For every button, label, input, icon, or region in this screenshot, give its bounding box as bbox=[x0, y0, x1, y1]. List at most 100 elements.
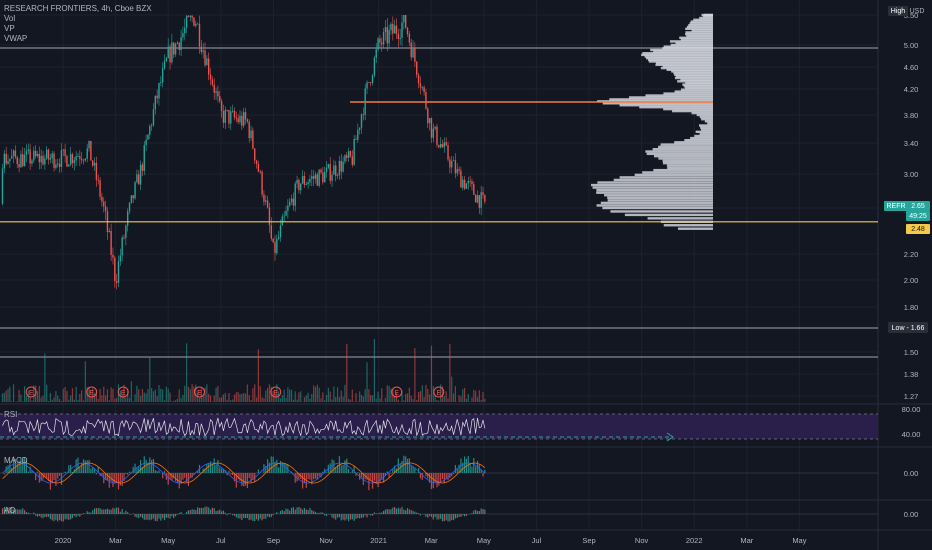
volume-profile-bar bbox=[674, 73, 713, 76]
arrow-head-icon bbox=[666, 432, 674, 442]
candle-body bbox=[456, 169, 458, 174]
volume-bar bbox=[360, 394, 363, 402]
ao-bar bbox=[70, 514, 72, 520]
candle-body bbox=[331, 174, 333, 181]
volume-bar bbox=[29, 396, 31, 402]
macd-tick-label: 0.00 bbox=[904, 469, 919, 478]
ao-bar bbox=[480, 508, 482, 514]
volume-bar bbox=[382, 401, 385, 402]
volume-bar bbox=[46, 384, 48, 402]
candle-body bbox=[395, 25, 398, 34]
macd-histogram-bar bbox=[132, 466, 134, 473]
volume-bar bbox=[79, 393, 81, 402]
candle-body bbox=[381, 42, 383, 45]
ao-bar bbox=[235, 514, 237, 518]
volume-profile-bar bbox=[694, 134, 713, 138]
volume-profile-bar bbox=[689, 22, 713, 25]
macd-histogram-bar bbox=[117, 473, 120, 490]
ao-bar bbox=[344, 514, 346, 521]
ao-bar bbox=[456, 514, 458, 518]
ao-bar bbox=[178, 513, 180, 514]
ao-bar bbox=[464, 514, 466, 517]
volume-bar bbox=[191, 384, 193, 402]
candle-body bbox=[204, 50, 206, 66]
candle-body bbox=[463, 179, 466, 189]
volume-profile-bar bbox=[642, 171, 713, 174]
volume-bar bbox=[165, 386, 167, 402]
volume-bar bbox=[77, 399, 79, 402]
macd-histogram-bar bbox=[230, 473, 232, 475]
candle-body bbox=[277, 237, 280, 239]
volume-bar bbox=[342, 396, 344, 402]
ao-bar bbox=[176, 514, 179, 515]
ao-bar bbox=[429, 514, 431, 517]
macd-histogram-bar bbox=[186, 473, 188, 483]
macd-histogram-bar bbox=[440, 473, 442, 483]
indicator-vp[interactable]: VP bbox=[4, 24, 15, 33]
ao-bar bbox=[307, 510, 309, 514]
candle-body bbox=[439, 144, 442, 148]
macd-histogram-bar bbox=[189, 473, 191, 478]
candle-body bbox=[128, 202, 131, 212]
macd-histogram-bar bbox=[451, 473, 453, 477]
ao-bar bbox=[362, 514, 364, 518]
macd-histogram-bar bbox=[399, 463, 401, 473]
volume-bar bbox=[244, 393, 247, 402]
candle-body bbox=[75, 156, 77, 161]
macd-histogram-bar bbox=[403, 455, 405, 473]
candle-body bbox=[226, 109, 228, 111]
candle-body bbox=[375, 49, 377, 58]
volume-profile-bar bbox=[685, 33, 713, 36]
ao-bar bbox=[200, 507, 202, 514]
indicator-vol[interactable]: Vol bbox=[4, 14, 16, 23]
candle-body bbox=[388, 30, 390, 44]
ao-bar bbox=[20, 509, 22, 514]
candle-body bbox=[255, 160, 258, 165]
candle-body bbox=[471, 181, 473, 184]
macd-histogram-bar bbox=[7, 465, 9, 473]
volume-bar bbox=[290, 389, 293, 402]
candle-body bbox=[316, 174, 319, 186]
candle-body bbox=[208, 58, 210, 75]
volume-bar bbox=[193, 386, 195, 402]
macd-histogram-bar bbox=[81, 463, 83, 473]
candle-body bbox=[274, 242, 276, 254]
indicator-vwap[interactable]: VWAP bbox=[4, 34, 28, 43]
rsi-label[interactable]: RSI bbox=[4, 410, 18, 419]
candle-body bbox=[79, 156, 81, 160]
volume-bar bbox=[211, 401, 213, 402]
ao-label[interactable]: AO bbox=[4, 506, 16, 515]
macd-histogram-bar bbox=[303, 473, 306, 484]
ao-bar bbox=[313, 511, 315, 514]
candle-body bbox=[68, 164, 70, 167]
volume-bar bbox=[296, 399, 298, 402]
candle-body bbox=[336, 175, 339, 176]
volume-profile-bar bbox=[700, 126, 713, 129]
candle-body bbox=[355, 138, 357, 140]
macd-histogram-bar bbox=[281, 462, 283, 473]
earnings-marker-label: E bbox=[121, 390, 126, 397]
volume-bar bbox=[187, 386, 190, 402]
volume-profile-bar bbox=[686, 25, 713, 29]
macd-histogram-bar bbox=[173, 473, 175, 479]
volume-bar bbox=[55, 390, 57, 402]
volume-profile-bar bbox=[704, 120, 713, 123]
macd-histogram-bar bbox=[51, 473, 53, 484]
macd-histogram-bar bbox=[167, 473, 169, 485]
ao-bar bbox=[160, 514, 162, 521]
candle-body bbox=[125, 225, 127, 238]
macd-histogram-bar bbox=[401, 460, 403, 473]
macd-label[interactable]: MACD bbox=[4, 456, 28, 465]
earnings-marker-icon bbox=[117, 386, 129, 398]
volume-bar bbox=[202, 395, 204, 402]
ao-bar bbox=[325, 514, 328, 516]
symbol-title[interactable]: RESEARCH FRONTIERS, 4h, Cboe BZX bbox=[4, 4, 152, 13]
macd-histogram-bar bbox=[128, 471, 131, 473]
candle-body bbox=[416, 61, 418, 75]
candle-body bbox=[27, 149, 29, 151]
ao-bar bbox=[294, 509, 296, 514]
macd-histogram-bar bbox=[454, 465, 456, 473]
macd-histogram-bar bbox=[82, 459, 85, 473]
candle-body bbox=[215, 91, 217, 93]
